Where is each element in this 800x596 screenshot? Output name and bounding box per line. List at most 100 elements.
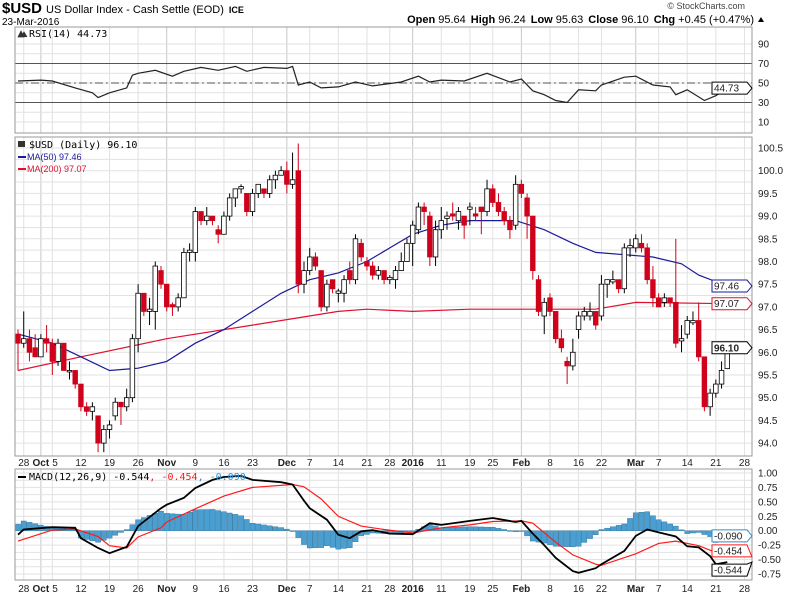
candle	[701, 356, 708, 412]
price-value-tag-box	[711, 341, 753, 355]
candle	[341, 275, 347, 303]
date-label: 9	[193, 458, 199, 469]
macd-histogram-bar	[604, 527, 610, 531]
axes: 28 Oct 5 12 19 26 Nov 9 16 23 Dec 7 14 21 28 2016 11 19 25…	[14, 26, 783, 595]
date-label: 28	[384, 458, 396, 469]
macd-histogram-bar	[341, 530, 347, 549]
macd-histogram-bar	[409, 530, 416, 533]
candle-body	[667, 297, 673, 303]
candle	[169, 302, 176, 316]
candle	[318, 270, 324, 312]
date-label: 25	[487, 458, 499, 469]
candle-body	[455, 211, 462, 222]
candle-body	[249, 192, 256, 212]
macd-histogram-bar	[644, 511, 650, 531]
date-label: Oct	[33, 458, 50, 469]
indicator-icon	[17, 30, 28, 38]
candle-body	[421, 206, 427, 212]
macd-legend: MACD(12,26,9) -0.544, -0.454, -0.090	[18, 472, 246, 483]
macd-histogram-bar	[638, 512, 645, 531]
y-tick-label: 50	[758, 79, 770, 90]
ma200-value-tag: 97.07	[711, 297, 753, 311]
ohlc-readout: Open 95.64 High 96.24 Low 95.63 Close 96.10 Chg +…	[407, 14, 754, 26]
candle	[404, 238, 410, 262]
macd-histogram-bar	[346, 530, 353, 548]
candle-body	[209, 215, 216, 222]
date-label: 21	[710, 458, 722, 469]
y-tick-label: 94.5	[758, 416, 778, 427]
candle	[89, 402, 96, 421]
date-label: 7	[307, 458, 313, 469]
macd-histogram-bar	[284, 528, 290, 531]
candle-body	[512, 183, 519, 226]
macd-histogram-bar	[472, 526, 479, 531]
macd-histogram-bar	[678, 529, 685, 531]
candle	[32, 334, 38, 358]
date-label: 5	[52, 584, 58, 595]
y-tick-label: -0.50	[758, 555, 781, 566]
date-label: 14	[333, 584, 345, 595]
macd-histogram-bar	[295, 530, 302, 538]
candle	[541, 297, 547, 335]
candle	[118, 401, 124, 425]
candle-body	[32, 347, 38, 358]
macd-histogram-bar	[575, 530, 582, 547]
legend-separator: ,	[198, 472, 210, 483]
candle-body	[307, 256, 313, 271]
candle-body	[335, 290, 342, 294]
price-legend: $USD (Daily) 96.10 MA(50) 97.46 MA(200) …	[18, 140, 137, 174]
candle-body	[95, 415, 101, 444]
ma50-legend-text: MA(50) 97.46	[27, 152, 82, 162]
candle	[501, 207, 507, 226]
candle-body	[261, 188, 267, 194]
candle-body	[478, 206, 485, 212]
date-label: Feb	[513, 458, 531, 469]
candle	[43, 325, 50, 353]
macd-histogram-bar	[564, 530, 570, 547]
date-label: 23	[247, 584, 259, 595]
candle-icon	[18, 141, 25, 147]
macd-histogram-bar	[123, 529, 130, 531]
macd-value-tag-box	[711, 561, 753, 577]
candle	[633, 234, 639, 253]
y-tick-label: 90	[758, 40, 770, 51]
macd-histogram-bar	[329, 530, 336, 548]
candle	[106, 420, 113, 439]
date-label: 26	[133, 584, 145, 595]
candle-body	[673, 301, 679, 344]
candle-body	[181, 252, 187, 299]
candle-body	[312, 256, 319, 267]
candle	[215, 225, 221, 244]
candle-body	[409, 224, 416, 244]
candle	[713, 379, 719, 398]
y-tick-label: 97.5	[758, 280, 778, 291]
candle-body	[444, 215, 450, 219]
candle	[244, 192, 250, 217]
signal-value-tag-text: -0.454	[714, 546, 743, 557]
candle-body	[266, 179, 273, 194]
macd-histogram-bar	[158, 510, 164, 531]
y-tick-label: -0.75	[758, 569, 781, 580]
candle-body	[501, 211, 507, 222]
price-value-tag-text: 96.10	[714, 343, 739, 354]
y-tick-label: 97.0	[758, 302, 778, 313]
candle	[255, 183, 261, 198]
candle-body	[695, 320, 702, 358]
macd-histogram-bar	[444, 527, 450, 531]
y-tick-label: 95.0	[758, 393, 778, 404]
candle	[112, 397, 118, 421]
candle	[695, 302, 702, 362]
candle	[570, 338, 576, 371]
rsi-line	[17, 65, 728, 104]
macd-histogram-bar	[655, 519, 662, 531]
candle	[324, 279, 330, 312]
histogram-value-tag: -0.090	[711, 529, 753, 542]
y-tick-label: 99.5	[758, 189, 778, 200]
candle	[364, 256, 370, 271]
histogram-value-tag-text: -0.090	[714, 531, 743, 542]
date-label: 26	[133, 458, 145, 469]
ma200-legend-text: MA(200) 97.07	[27, 164, 87, 174]
y-tick-label: 99.0	[758, 212, 778, 223]
candle	[61, 342, 67, 371]
candle-body	[278, 170, 284, 176]
